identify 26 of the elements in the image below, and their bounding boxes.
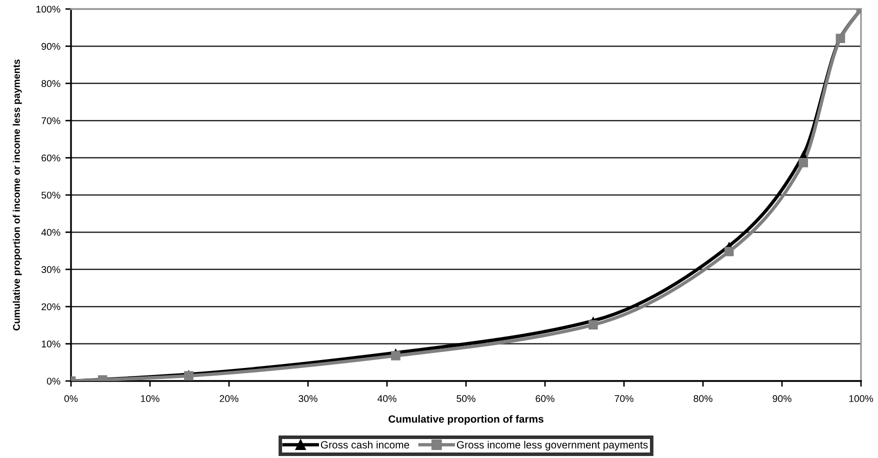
y-tick-label: 20%	[42, 303, 60, 310]
y-tick-label: 30%	[41, 266, 60, 274]
y-axis-title: Cumulative proportion of income or income less payments	[12, 60, 22, 330]
x-tick-label: 80%	[694, 395, 712, 402]
y-tick-label: 0%	[46, 378, 60, 385]
x-tick-label: 20%	[220, 395, 238, 402]
x-tick-label: 90%	[772, 395, 792, 402]
y-tick-label: 70%	[42, 117, 60, 124]
x-axis-title: Cumulative proportion of farms	[388, 415, 544, 425]
x-tick-label: 50%	[456, 395, 476, 402]
x-tick-label: 100%	[849, 395, 874, 402]
x-tick-label: 10%	[141, 395, 160, 402]
y-tick-label: 40%	[41, 228, 60, 236]
x-tick-label: 0%	[64, 395, 78, 402]
y-tick-label: 50%	[42, 192, 60, 199]
y-tick-label: 90%	[42, 42, 60, 50]
y-tick-label: 60%	[42, 154, 60, 162]
y-tick-label: 100%	[36, 6, 60, 13]
x-tick-label: 70%	[614, 395, 634, 402]
y-tick-label: 80%	[42, 80, 60, 88]
x-tick-label: 60%	[536, 395, 554, 402]
x-tick-label: 30%	[298, 395, 318, 402]
x-tick-label: 40%	[377, 395, 396, 402]
y-tick-label: 10%	[42, 340, 60, 348]
legend-label: Gross cash income	[320, 440, 410, 449]
legend-label: Gross income less government payments	[456, 440, 648, 451]
